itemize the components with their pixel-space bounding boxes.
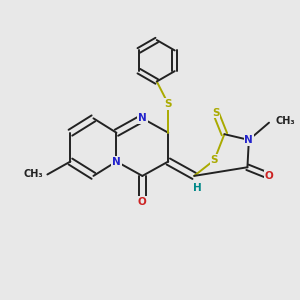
Text: N: N bbox=[112, 157, 121, 166]
Text: H: H bbox=[193, 183, 201, 193]
Text: S: S bbox=[211, 155, 218, 165]
Text: CH₃: CH₃ bbox=[23, 169, 43, 179]
Text: S: S bbox=[212, 108, 220, 118]
Text: CH₃: CH₃ bbox=[275, 116, 295, 126]
Text: N: N bbox=[138, 113, 147, 123]
Text: O: O bbox=[265, 171, 273, 181]
Text: O: O bbox=[138, 197, 147, 207]
Text: S: S bbox=[164, 99, 172, 109]
Text: N: N bbox=[244, 135, 253, 145]
